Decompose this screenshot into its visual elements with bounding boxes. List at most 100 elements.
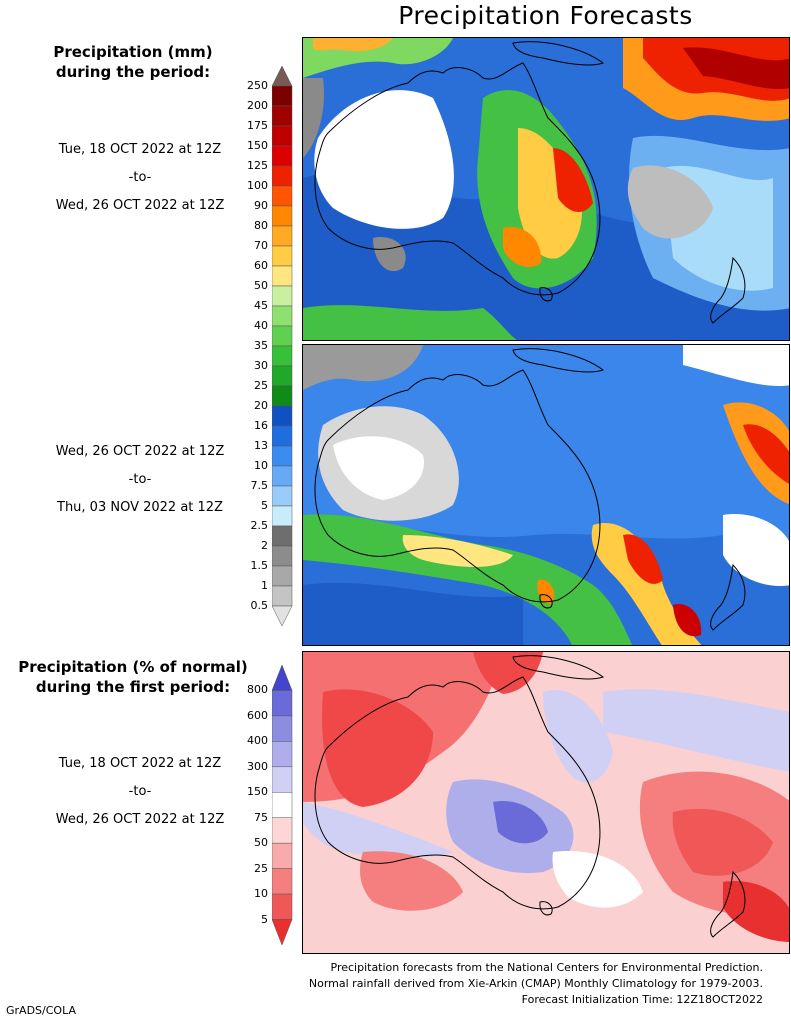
colorbar-tick-label: 100 — [247, 179, 268, 192]
anomaly-map — [302, 651, 790, 954]
period2-sep: -to- — [128, 472, 152, 487]
colorbar-cell — [272, 405, 293, 427]
anomaly-heading-line2: during the first period: — [35, 678, 231, 696]
colorbar-tick-label: 13 — [254, 439, 268, 452]
colorbar-cell — [272, 325, 293, 347]
footer-line2: Normal rainfall derived from Xie-Arkin (… — [308, 977, 763, 990]
colorbar-tick-label: 0.5 — [250, 599, 269, 612]
colorbar-cap-bottom — [272, 919, 293, 945]
colorbar-tick-label: 10 — [254, 887, 268, 901]
colorbar-cell — [272, 225, 293, 247]
precip-heading-line1: Precipitation (mm) — [53, 43, 213, 61]
colorbar-cell — [272, 741, 293, 768]
footer-line3: Forecast Initialization Time: 12Z18OCT20… — [521, 993, 763, 1006]
forecast-map-period1 — [302, 37, 790, 341]
colorbar-cell — [272, 85, 293, 107]
colorbar-tick-label: 30 — [254, 359, 268, 372]
colorbar-cell — [272, 345, 293, 367]
colorbar-cell — [272, 425, 293, 447]
colorbar-cell — [272, 465, 293, 487]
colorbar-tick-label: 25 — [254, 379, 268, 392]
colorbar-tick-label: 10 — [254, 459, 268, 472]
colorbar-tick-label: 1 — [261, 579, 268, 592]
colorbar-tick-label: 800 — [247, 683, 268, 697]
colorbar-cell — [272, 868, 293, 895]
colorbar-tick-label: 16 — [254, 419, 268, 432]
colorbar-cell — [272, 565, 293, 587]
footer-notes: Precipitation forecasts from the Nationa… — [309, 960, 763, 1008]
anomaly-colorbar — [272, 665, 293, 945]
colorbar-tick-label: 2.5 — [250, 519, 269, 532]
colorbar-cell — [272, 585, 293, 607]
colorbar-tick-label: 150 — [247, 785, 268, 799]
colorbar-tick-label: 50 — [254, 836, 268, 850]
colorbar-tick-label: 175 — [247, 119, 268, 132]
precip-colorbar — [272, 66, 293, 626]
colorbar-tick-label: 125 — [247, 159, 268, 172]
colorbar-tick-label: 400 — [247, 734, 268, 748]
colorbar-cell — [272, 792, 293, 818]
colorbar-cell — [272, 525, 293, 547]
colorbar-tick-label: 45 — [254, 299, 268, 312]
colorbar-cell — [272, 165, 293, 187]
colorbar-cell — [272, 893, 293, 920]
colorbar-tick-label: 20 — [254, 399, 268, 412]
period2-start: Wed, 26 OCT 2022 at 12Z — [55, 444, 225, 459]
colorbar-tick-label: 2 — [261, 539, 268, 552]
colorbar-cell — [272, 245, 293, 267]
colorbar-cap-bottom — [272, 605, 293, 626]
colorbar-cell — [272, 485, 293, 507]
anomaly-period-end: Wed, 26 OCT 2022 at 12Z — [55, 812, 225, 827]
page-title: Precipitation Forecasts — [398, 1, 693, 30]
anomaly-period-sep: -to- — [128, 784, 152, 799]
colorbar-tick-label: 600 — [247, 708, 268, 722]
colorbar-tick-label: 40 — [254, 319, 268, 332]
colorbar-cell — [272, 265, 293, 287]
colorbar-cell — [272, 185, 293, 207]
colorbar-cell — [272, 842, 293, 869]
colorbar-tick-label: 150 — [247, 139, 268, 152]
colorbar-cell — [272, 445, 293, 467]
colorbar-cell — [272, 766, 293, 793]
grads-credit: GrADS/COLA — [6, 1004, 76, 1017]
period1-sep: -to- — [128, 170, 152, 185]
colorbar-tick-label: 75 — [254, 810, 268, 824]
colorbar-tick-label: 25 — [254, 861, 268, 875]
anomaly-heading-line1: Precipitation (% of normal) — [18, 658, 248, 676]
colorbar-tick-label: 1.5 — [250, 559, 269, 572]
colorbar-cell — [272, 125, 293, 147]
colorbar-tick-label: 300 — [247, 759, 268, 773]
colorbar-tick-label: 35 — [254, 339, 268, 352]
colorbar-tick-label: 250 — [247, 79, 268, 92]
anomaly-period-start: Tue, 18 OCT 2022 at 12Z — [58, 756, 222, 771]
forecast-map-period2 — [302, 344, 790, 646]
period1-start: Tue, 18 OCT 2022 at 12Z — [58, 142, 222, 157]
colorbar-tick-label: 70 — [254, 239, 268, 252]
colorbar-cell — [272, 817, 293, 844]
colorbar-tick-label: 200 — [247, 99, 268, 112]
period1-end: Wed, 26 OCT 2022 at 12Z — [55, 198, 225, 213]
footer-line1: Precipitation forecasts from the Nationa… — [330, 961, 764, 974]
colorbar-cap-top — [272, 665, 293, 691]
colorbar-cell — [272, 505, 293, 527]
colorbar-tick-label: 80 — [254, 219, 268, 232]
colorbar-tick-label: 5 — [261, 499, 268, 512]
colorbar-tick-label: 90 — [254, 199, 268, 212]
colorbar-cell — [272, 285, 293, 307]
colorbar-tick-label: 60 — [254, 259, 268, 272]
anomaly-heading: Precipitation (% of normal) during the f… — [0, 657, 266, 697]
colorbar-cell — [272, 105, 293, 127]
colorbar-cell — [272, 205, 293, 227]
colorbar-cell — [272, 690, 293, 717]
precip-heading: Precipitation (mm) during the period: — [0, 42, 266, 82]
colorbar-cell — [272, 365, 293, 387]
colorbar-cell — [272, 305, 293, 327]
colorbar-tick-label: 7.5 — [250, 479, 269, 492]
colorbar-tick-label: 5 — [261, 912, 268, 926]
colorbar-cell — [272, 385, 293, 407]
precip-heading-line2: during the period: — [55, 63, 211, 81]
colorbar-tick-label: 50 — [254, 279, 268, 292]
colorbar-cell — [272, 545, 293, 567]
period2-end: Thu, 03 NOV 2022 at 12Z — [57, 500, 223, 515]
colorbar-cell — [272, 715, 293, 742]
